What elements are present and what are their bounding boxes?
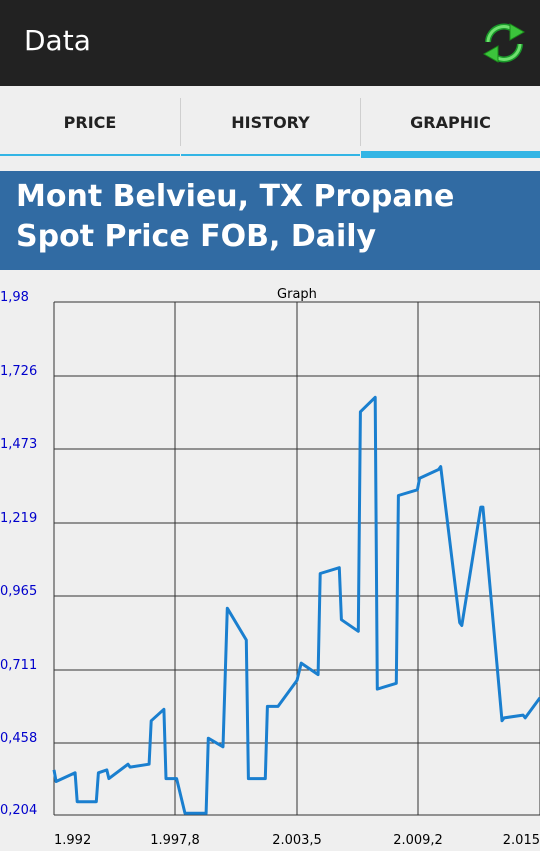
x-tick-label: 2.015: [503, 833, 540, 847]
action-bar: Data: [0, 0, 540, 86]
x-tick-label: 1.997,8: [150, 833, 200, 847]
x-tick-label: 1.992: [54, 833, 91, 847]
y-axis-labels: 1,98 1,726 1,473 1,219 0,965 0,711 0,458 0,204: [0, 290, 37, 818]
chart-grid: [53, 301, 540, 816]
y-tick-label: 0,965: [0, 584, 37, 599]
x-tick-label: 2.009,2: [393, 833, 443, 847]
tab-history-label: HISTORY: [231, 112, 310, 132]
tab-divider: [180, 98, 181, 146]
tab-graphic[interactable]: GRAPHIC: [361, 86, 540, 158]
x-tick-label: 2.003,5: [272, 833, 322, 847]
tab-price[interactable]: PRICE: [0, 86, 180, 158]
price-chart: Graph 1,98 1,726 1,473 1,219 0,965 0,711 0,458…: [0, 270, 540, 848]
tab-price-label: PRICE: [63, 112, 117, 132]
app-title: Data: [24, 24, 91, 57]
y-tick-label: 1,473: [0, 437, 37, 452]
y-tick-label: 1,219: [0, 511, 37, 526]
chart-svg: Graph 1,98 1,726 1,473 1,219 0,965 0,711 0,458…: [0, 287, 540, 848]
y-tick-label: 0,458: [0, 731, 37, 746]
tab-graphic-label: GRAPHIC: [410, 112, 491, 132]
page-title: Mont Belvieu, TX Propane Spot Price FOB,…: [0, 171, 540, 270]
y-tick-label: 0,204: [0, 803, 37, 818]
y-tick-label: 1,726: [0, 364, 37, 379]
tab-graphic-underline: [361, 151, 540, 158]
tab-bar: PRICE HISTORY GRAPHIC: [0, 86, 540, 158]
y-tick-label: 0,711: [0, 658, 37, 673]
tab-divider: [360, 98, 361, 146]
chart-title: Graph: [277, 287, 317, 302]
tab-history-underline: [181, 154, 360, 156]
series-line: [52, 395, 540, 815]
x-axis-labels: 1.992 1.997,8 2.003,5 2.009,2 2.015: [54, 833, 540, 848]
tab-history[interactable]: HISTORY: [181, 86, 360, 158]
refresh-icon[interactable]: [480, 20, 528, 66]
tab-price-underline: [0, 154, 180, 156]
y-tick-label: 1,98: [0, 290, 29, 305]
